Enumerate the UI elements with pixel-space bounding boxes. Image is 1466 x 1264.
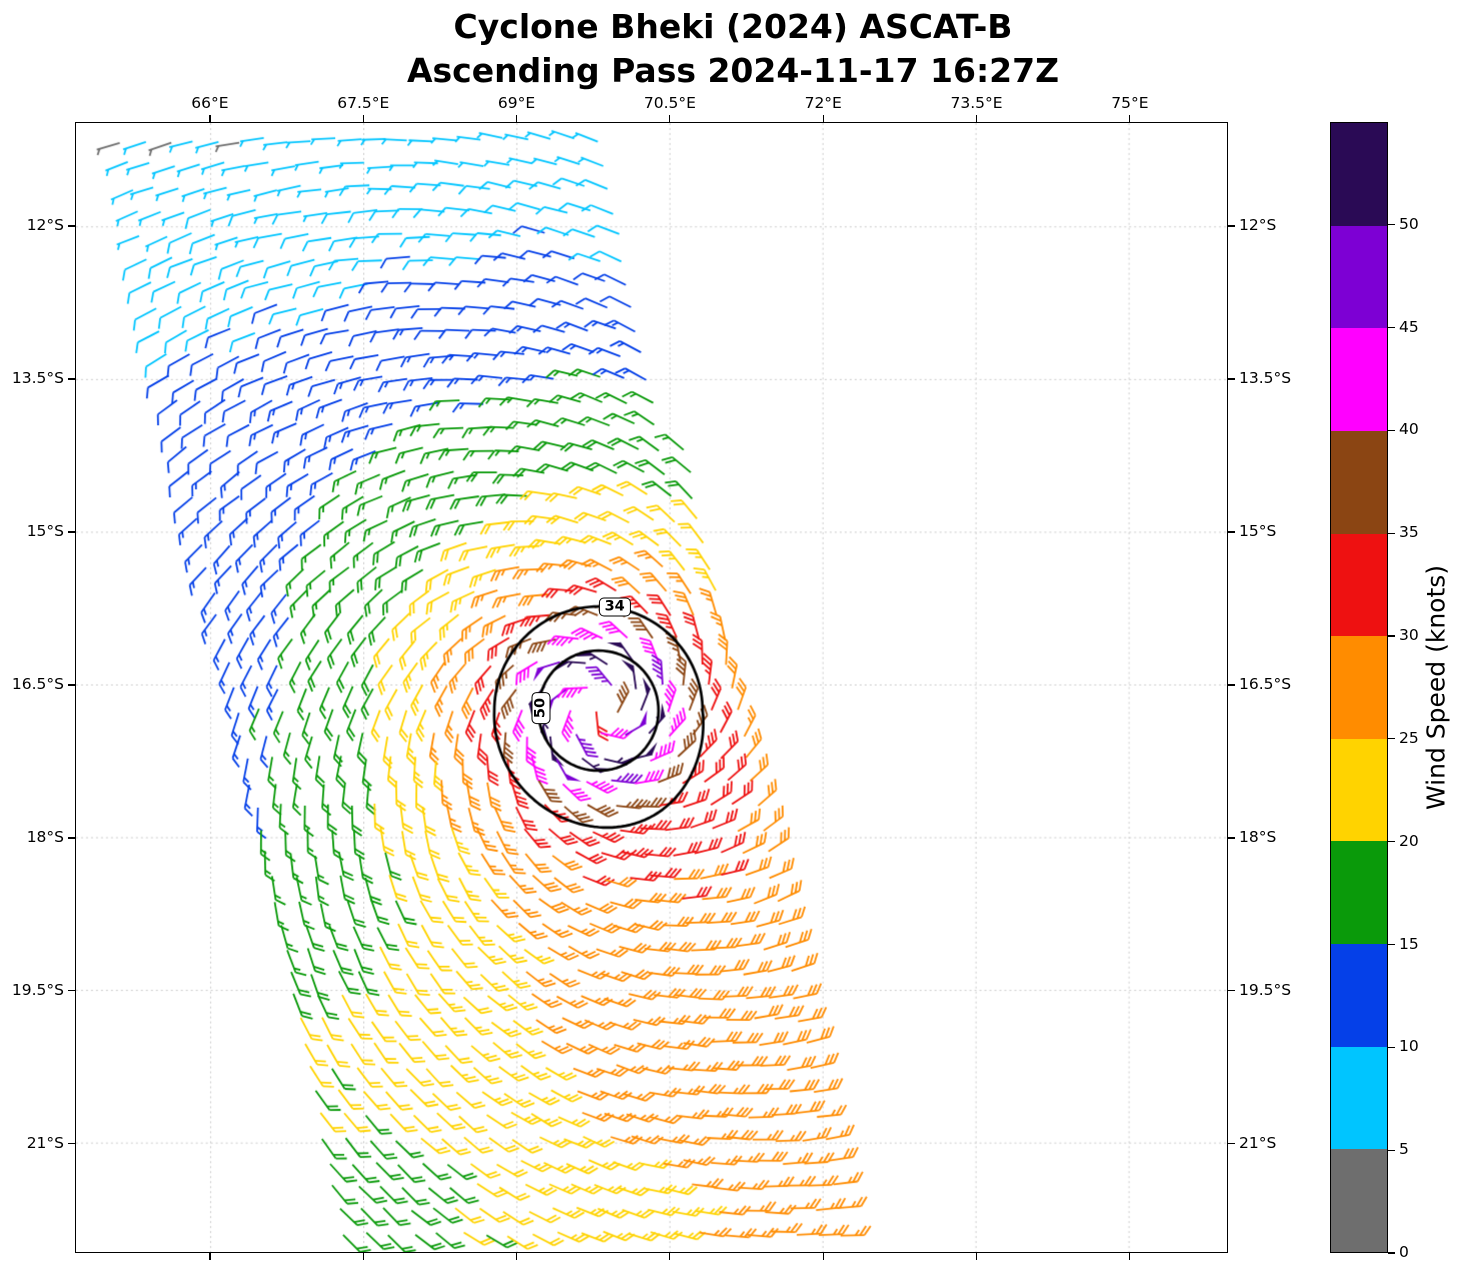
colorbar-tick-mark — [1388, 1149, 1395, 1151]
colorbar-tick-mark — [1388, 327, 1395, 329]
colorbar-tick-label: 15 — [1399, 934, 1419, 953]
colorbar-tick-mark — [1388, 738, 1395, 740]
colorbar-tick-label: 30 — [1399, 626, 1419, 645]
lon-tick-label-top: 69°E — [497, 94, 536, 112]
lon-tick-mark-top — [515, 115, 518, 122]
lon-tick-label-bottom: 70.5°E — [625, 1262, 715, 1264]
lat-tick-mark-right — [1228, 378, 1235, 380]
lon-tick-mark-bottom — [975, 1253, 978, 1260]
lon-tick-label-top: 75°E — [1111, 94, 1149, 112]
lon-tick-label-top: 67.5°E — [337, 94, 390, 112]
wind-barb-canvas — [76, 123, 1227, 1252]
colorbar-tick-mark — [1388, 224, 1395, 226]
contour-label-34: 34 — [598, 597, 631, 617]
lon-tick-label-top: 72°E — [804, 94, 842, 112]
lon-tick-mark-top — [822, 115, 824, 122]
lat-tick-mark-left — [68, 684, 75, 686]
lon-tick-mark-bottom — [1129, 1253, 1131, 1260]
colorbar-tick-mark — [1388, 1252, 1395, 1254]
colorbar — [1330, 122, 1388, 1253]
colorbar-label: Wind Speed (knots) — [1421, 564, 1451, 811]
colorbar-band-6 — [1331, 533, 1387, 637]
lat-tick-label-left: 19.5°S — [11, 980, 64, 999]
lat-tick-label-right: 13.5°S — [1239, 368, 1292, 387]
colorbar-tick-label: 45 — [1399, 317, 1419, 336]
colorbar-band-4 — [1331, 738, 1387, 842]
lat-tick-label-right: 21°S — [1239, 1133, 1277, 1152]
colorbar-tick-mark — [1388, 532, 1395, 534]
colorbar-band-7 — [1331, 430, 1387, 534]
lat-tick-label-right: 12°S — [1239, 216, 1277, 235]
lat-tick-mark-right — [1228, 531, 1235, 533]
lon-tick-label-top: 66°E — [191, 94, 229, 112]
lon-tick-mark-bottom — [822, 1253, 824, 1260]
chart-title: Cyclone Bheki (2024) ASCAT-B Ascending P… — [0, 5, 1466, 92]
lon-tick-label-bottom: 73.5°E — [932, 1262, 1022, 1264]
title-line2: Ascending Pass 2024-11-17 16:27Z — [406, 50, 1060, 90]
lat-tick-label-left: 16.5°S — [11, 674, 64, 693]
title-line1: Cyclone Bheki (2024) ASCAT-B — [453, 7, 1013, 46]
colorbar-tick-label: 25 — [1399, 728, 1419, 747]
lon-tick-label-bottom: 69°E — [472, 1262, 562, 1264]
lat-tick-label-left: 15°S — [26, 521, 64, 540]
lon-tick-label-bottom: 67.5°E — [318, 1262, 408, 1264]
lon-tick-label-top: 70.5°E — [643, 94, 696, 112]
colorbar-tick-label: 50 — [1399, 214, 1419, 233]
lon-tick-label-bottom: 72°E — [778, 1262, 868, 1264]
colorbar-band-8 — [1331, 328, 1387, 431]
colorbar-band-0 — [1331, 1149, 1387, 1253]
colorbar-tick-mark — [1388, 1046, 1395, 1048]
colorbar-tick-mark — [1388, 841, 1395, 843]
lat-tick-label-left: 13.5°S — [11, 368, 64, 387]
lon-tick-mark-bottom — [515, 1253, 518, 1260]
colorbar-band-2 — [1331, 944, 1387, 1047]
colorbar-tick-mark — [1388, 943, 1395, 946]
lat-tick-mark-left — [68, 1143, 75, 1145]
lon-tick-mark-bottom — [362, 1253, 364, 1260]
colorbar-band-10 — [1331, 123, 1387, 226]
colorbar-tick-mark — [1388, 429, 1395, 432]
colorbar-tick-label: 35 — [1399, 523, 1419, 542]
lon-tick-mark-top — [209, 115, 211, 122]
lat-tick-label-right: 16.5°S — [1239, 674, 1292, 693]
lat-tick-mark-right — [1228, 837, 1235, 839]
colorbar-tick-label: 10 — [1399, 1037, 1419, 1056]
lat-tick-mark-left — [68, 837, 75, 839]
lat-tick-mark-right — [1228, 1143, 1235, 1145]
colorbar-tick-label: 20 — [1399, 831, 1419, 850]
lat-tick-label-left: 12°S — [26, 216, 64, 235]
colorbar-band-9 — [1331, 225, 1387, 329]
lon-tick-label-bottom: 66°E — [165, 1262, 255, 1264]
lon-tick-mark-top — [1129, 115, 1131, 122]
colorbar-band-1 — [1331, 1046, 1387, 1150]
lon-tick-mark-bottom — [209, 1253, 211, 1260]
lat-tick-mark-right — [1228, 684, 1235, 686]
lat-tick-mark-right — [1228, 990, 1235, 992]
lon-tick-label-top: 73.5°E — [950, 94, 1003, 112]
lat-tick-label-right: 19.5°S — [1239, 980, 1292, 999]
colorbar-band-3 — [1331, 841, 1387, 945]
lon-tick-mark-top — [975, 115, 978, 122]
lat-tick-mark-right — [1228, 225, 1235, 227]
lon-tick-mark-top — [669, 115, 671, 122]
colorbar-tick-label: 40 — [1399, 420, 1419, 439]
lat-tick-label-left: 18°S — [26, 827, 64, 846]
lat-tick-label-left: 21°S — [26, 1133, 64, 1152]
lon-tick-label-bottom: 75°E — [1085, 1262, 1175, 1264]
lat-tick-label-right: 15°S — [1239, 521, 1277, 540]
colorbar-tick-label: 0 — [1399, 1243, 1409, 1261]
lat-tick-mark-left — [68, 990, 75, 992]
lat-tick-mark-left — [68, 378, 75, 380]
lon-tick-mark-bottom — [669, 1253, 671, 1260]
lon-tick-mark-top — [362, 115, 364, 122]
colorbar-tick-mark — [1388, 635, 1395, 637]
colorbar-tick-label: 5 — [1399, 1140, 1409, 1159]
contour-label-50: 50 — [531, 692, 551, 725]
map-plot: 34 50 — [75, 122, 1228, 1253]
colorbar-band-5 — [1331, 636, 1387, 739]
lat-tick-label-right: 18°S — [1239, 827, 1277, 846]
lat-tick-mark-left — [68, 531, 75, 533]
lat-tick-mark-left — [68, 225, 75, 227]
